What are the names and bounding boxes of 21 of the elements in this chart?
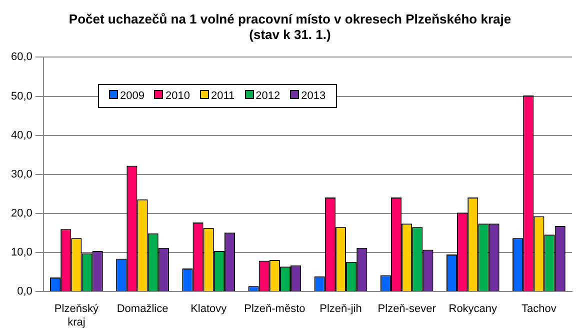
y-tick-label: 0,0: [17, 286, 32, 298]
x-tick-label: Plzeňský kraj: [54, 303, 99, 328]
chart-title: Počet uchazečů na 1 volné pracovní místo v okresech Plzeňského kraje (stav k 31. 1.): [68, 11, 512, 42]
x-tick-label: Rokycany: [448, 303, 498, 316]
y-tick-label: 40,0: [10, 129, 32, 142]
legend-label: 2010: [164, 90, 190, 102]
legend-label: 2013: [300, 90, 326, 102]
y-tick-label: 10,0: [10, 246, 32, 259]
y-tick-label: 50,0: [10, 90, 32, 102]
legend-label: 2011: [210, 90, 235, 102]
x-tick-label: Klatovy: [190, 303, 228, 316]
x-tick-label: Tachov: [522, 303, 557, 316]
x-tick-label: Domažlice: [116, 303, 168, 316]
x-tick-label: Plzeň-sever: [378, 303, 436, 316]
y-tick-label: 20,0: [10, 208, 32, 220]
x-tick-label: Plzeň-město: [244, 303, 306, 316]
y-tick-label: 60,0: [10, 51, 32, 64]
y-tick-label: 30,0: [10, 168, 32, 180]
x-tick-label: Plzeň-jih: [320, 303, 362, 316]
legend-label: 2009: [119, 90, 144, 102]
legend-label: 2012: [254, 90, 280, 102]
